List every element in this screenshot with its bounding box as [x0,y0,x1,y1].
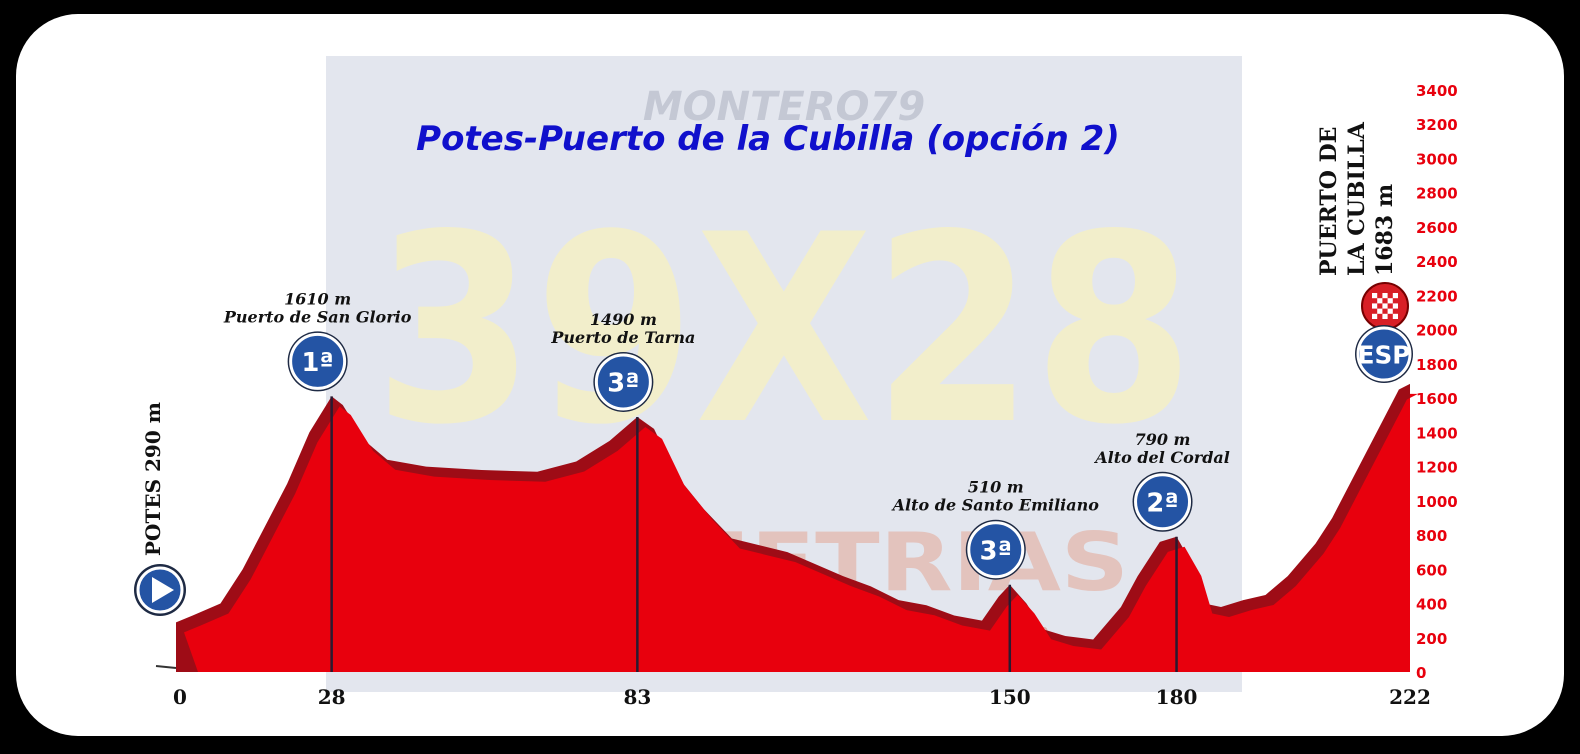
finish-label: 1683 m [1372,184,1398,276]
category-badge: 3ª [593,351,654,412]
y-tick-label: 2400 [1416,253,1458,271]
category-label: 1ª [301,348,333,378]
flag-cell [1377,308,1383,314]
watermark-text: 39X28 [374,180,1194,482]
badge-disc [594,353,652,411]
x-tick-label: 83 [623,685,651,709]
x-tick-label: 28 [318,685,346,709]
summit-altitude: 510 m [968,478,1024,497]
flag-cell [1372,303,1378,309]
summit-name: Alto de Santo Emiliano [891,496,1100,515]
badge-disc [1356,326,1412,382]
flag-cell [1382,303,1388,309]
badge-disc [289,332,347,390]
y-tick-label: 1400 [1416,424,1458,442]
flag-cell [1387,308,1393,314]
badge-disc [967,521,1025,579]
summit-name: Puerto de Tarna [550,328,695,347]
y-tick-label: 2600 [1416,219,1458,237]
chart-title: Potes-Puerto de la Cubilla (opción 2) [416,119,1120,159]
summit-name: Alto del Cordal [1093,448,1230,467]
flag-cell [1372,313,1378,319]
profile-area [184,393,1418,672]
y-tick-label: 2000 [1416,322,1458,340]
category-label: 3ª [607,369,639,399]
flag-cell [1392,313,1398,319]
flag-cell [1377,298,1383,304]
finish-label: PUERTO DE [1316,127,1342,276]
y-tick-label: 600 [1416,561,1447,579]
baseline-stub [155,665,177,669]
category-badge: 2ª [1132,471,1193,532]
x-tick-label: 150 [989,685,1031,709]
play-icon [152,577,174,603]
summit-altitude: 1490 m [590,310,657,329]
x-tick-label: 0 [173,685,187,709]
watermark-text: MONTERO79 [643,84,925,130]
flag-cell [1392,303,1398,309]
start-marker [134,564,186,616]
y-tick-label: 1800 [1416,356,1458,374]
flag-cell [1387,298,1393,304]
x-tick-label: 222 [1389,685,1431,709]
category-label: 2ª [1146,488,1178,518]
flag-cell [1372,293,1378,299]
category-badge: 1ª [287,331,348,392]
category-badge: ESP [1355,325,1413,383]
y-tick-label: 1200 [1416,459,1458,477]
summit-altitude: 1610 m [284,289,351,308]
finish-label: LA CUBILLA [1344,121,1370,276]
start-label: POTES 290 m [141,402,165,556]
summit-altitude: 790 m [1135,430,1191,449]
y-tick-label: 1000 [1416,493,1458,511]
flag-cell [1392,293,1398,299]
flag-cell [1382,293,1388,299]
y-tick-label: 3200 [1416,116,1458,134]
y-tick-label: 3000 [1416,150,1458,168]
category-badge: 3ª [965,519,1026,580]
y-tick-label: 0 [1416,664,1426,682]
y-tick-label: 3400 [1416,82,1458,100]
y-tick-label: 800 [1416,527,1447,545]
category-label: 3ª [980,536,1012,566]
checkered-flag-icon [1361,282,1409,330]
badge-disc [1134,473,1192,531]
y-tick-label: 2200 [1416,287,1458,305]
y-tick-label: 1600 [1416,390,1458,408]
flag-cell [1382,313,1388,319]
y-tick-label: 200 [1416,630,1447,648]
y-tick-label: 2800 [1416,185,1458,203]
y-tick-label: 400 [1416,596,1447,614]
category-label: ESP [1358,340,1411,369]
x-tick-label: 180 [1156,685,1198,709]
summit-name: Puerto de San Glorio [223,307,412,326]
finish-marker: PUERTO DE LA CUBILLA 1683 m [1316,121,1409,330]
